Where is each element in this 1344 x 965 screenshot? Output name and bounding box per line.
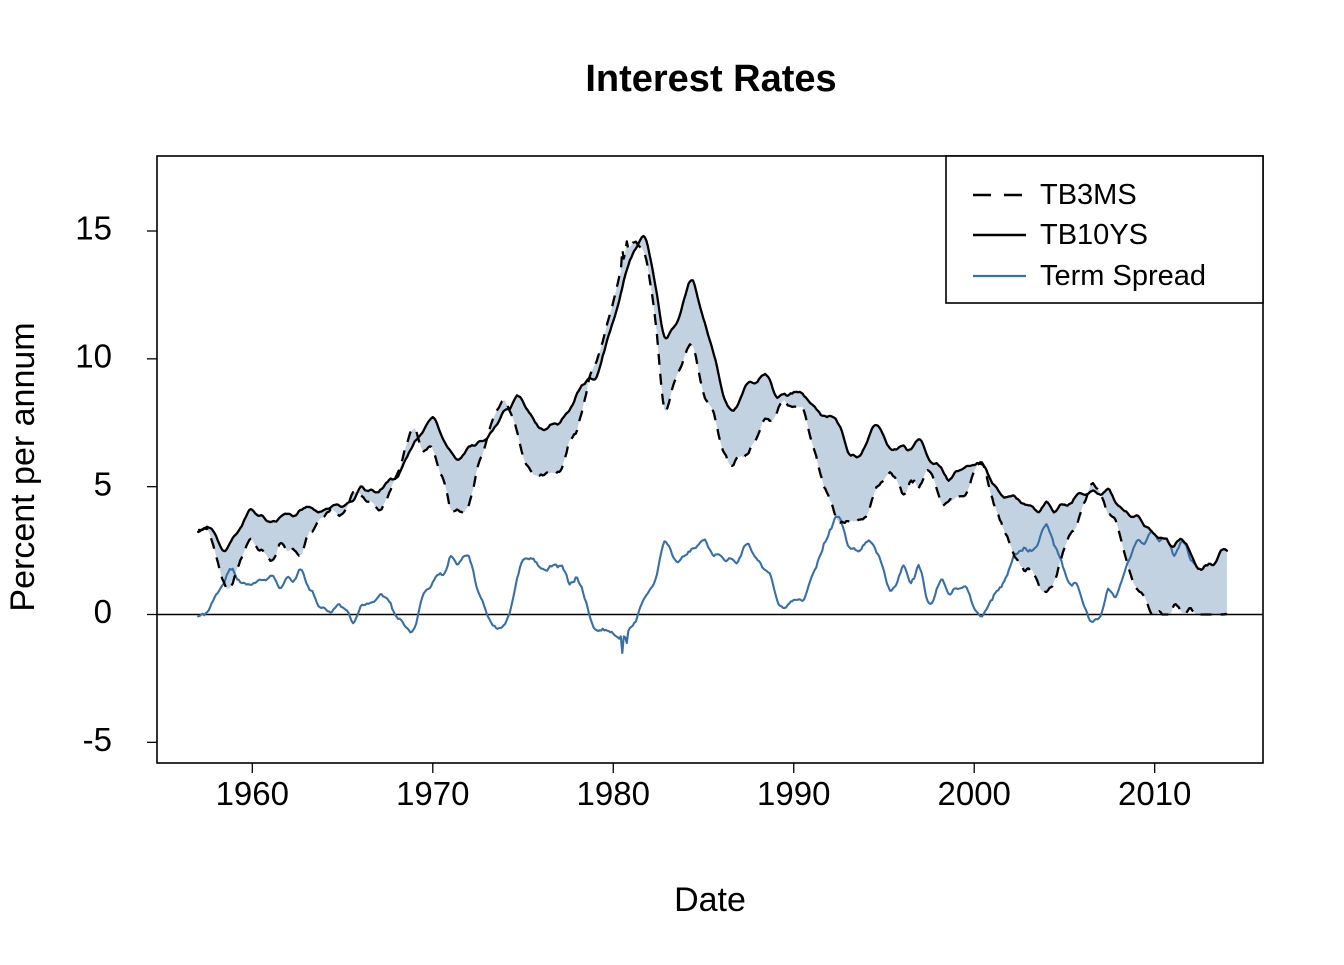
svg-text:5: 5 [94, 465, 112, 502]
svg-text:2000: 2000 [938, 775, 1011, 812]
svg-text:1960: 1960 [216, 775, 289, 812]
svg-text:2010: 2010 [1118, 775, 1191, 812]
svg-text:-5: -5 [83, 721, 112, 758]
svg-text:10: 10 [75, 338, 112, 375]
svg-text:Interest Rates: Interest Rates [585, 58, 836, 100]
svg-text:1980: 1980 [577, 775, 650, 812]
svg-text:1970: 1970 [396, 775, 469, 812]
svg-text:Term Spread: Term Spread [1040, 260, 1206, 292]
svg-text:TB3MS: TB3MS [1040, 179, 1137, 211]
svg-text:15: 15 [75, 210, 112, 247]
svg-text:1990: 1990 [757, 775, 830, 812]
svg-text:Date: Date [674, 881, 746, 919]
svg-text:0: 0 [94, 593, 112, 630]
svg-text:Percent per annum: Percent per annum [4, 322, 42, 611]
svg-text:TB10YS: TB10YS [1040, 219, 1148, 251]
